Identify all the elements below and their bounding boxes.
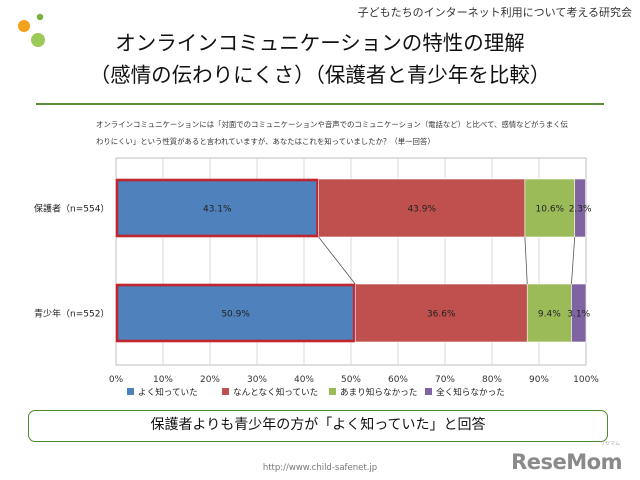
x-tick-label: 50%	[341, 375, 361, 385]
x-tick-label: 90%	[529, 375, 549, 385]
summary-callout: 保護者よりも青少年の方が「よく知っていた」と回答	[28, 410, 608, 442]
bar-segment	[354, 283, 528, 343]
legend-swatch	[222, 388, 229, 395]
legend-item: 全く知らなかった	[425, 386, 505, 398]
highlight-outline	[115, 283, 356, 343]
x-tick-label: 0%	[109, 375, 124, 385]
category-label: 青少年（n=552）	[34, 308, 109, 320]
series-connector	[524, 236, 528, 285]
stacked-bar-chart: 0% 10% 20% 30% 40% 50% 60% 70% 80% 90% 100% 43.1% 50…	[34, 157, 599, 398]
bar-value-label: 36.6%	[427, 310, 456, 320]
series-connector	[318, 236, 356, 285]
legend-swatch	[425, 388, 432, 395]
legend-label: あまり知らなかった	[340, 386, 417, 398]
bar-value-label: 3.1%	[567, 310, 590, 320]
resemom-logo: ReseMom	[511, 450, 622, 474]
organization-logo	[18, 13, 45, 47]
survey-question-line2: わりにくい」という性質があると言われていますが、あなたはこれを知っていましたか？…	[96, 137, 435, 146]
x-tick-label: 10%	[153, 375, 173, 385]
slide-title-line2: （感情の伝わりにくさ）（保護者と青少年を比較）	[89, 63, 551, 87]
legend-swatch	[127, 388, 134, 395]
x-tick-label: 60%	[388, 375, 408, 385]
bar-segment	[526, 283, 572, 343]
logo-dot-green	[36, 13, 44, 21]
bar-value-label: 9.4%	[538, 310, 561, 320]
title-divider	[36, 103, 604, 105]
legend-label: 全く知らなかった	[436, 386, 505, 398]
logo-dot-orange	[18, 20, 30, 32]
x-tick-label: 20%	[200, 375, 220, 385]
slide-title-line1: オンラインコミュニケーションの特性の理解	[115, 31, 525, 55]
bar-segment	[571, 283, 587, 343]
bar-segment	[524, 178, 576, 238]
legend-label: なんとなく知っていた	[233, 386, 318, 398]
x-tick-label: 40%	[294, 375, 314, 385]
bar-value-label: 43.9%	[407, 205, 436, 215]
bar-segment	[115, 283, 356, 343]
bar-segment	[115, 178, 319, 238]
x-tick-label: 80%	[482, 375, 502, 385]
legend-item: よく知っていた	[127, 386, 198, 398]
bar-value-label: 43.1%	[203, 205, 232, 215]
logo-dot-lightgreen	[31, 33, 45, 47]
legend-item: なんとなく知っていた	[222, 386, 318, 398]
survey-question: オンラインコミュニケーションには「対面でのコミュニケーションや音声でのコミュニケ…	[96, 116, 596, 150]
bar-segment	[574, 178, 586, 238]
bar-value-label: 50.9%	[221, 310, 250, 320]
organization-name: 子どもたちのインターネット利用について考える研究会	[357, 6, 632, 19]
legend-label: よく知っていた	[138, 386, 198, 398]
source-url[interactable]: http://www.child-safenet.jp	[262, 463, 378, 473]
x-tick-label: 70%	[435, 375, 455, 385]
brand-subtitle: リセマム	[599, 441, 620, 447]
bar-value-label: 2.3%	[569, 205, 592, 215]
series-connector	[571, 236, 576, 285]
x-tick-label: 100%	[573, 375, 599, 385]
bar-value-label: 10.6%	[536, 205, 565, 215]
legend-swatch	[329, 388, 336, 395]
legend-item: あまり知らなかった	[329, 386, 417, 398]
category-label: 保護者（n=554）	[34, 203, 109, 215]
survey-question-line1: オンラインコミュニケーションには「対面でのコミュニケーションや音声でのコミュニケ…	[96, 120, 568, 129]
x-tick-label: 30%	[247, 375, 267, 385]
highlight-outline	[115, 178, 319, 238]
